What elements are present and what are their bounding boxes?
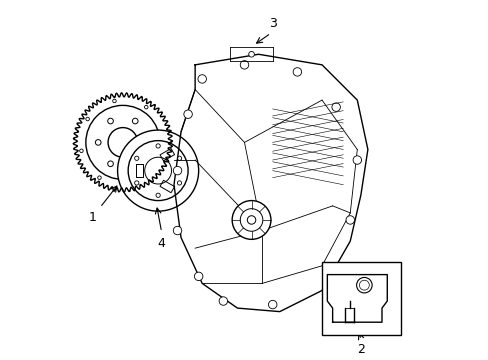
Bar	[322, 262, 401, 334]
Circle shape	[86, 105, 160, 179]
Circle shape	[134, 181, 139, 185]
Circle shape	[98, 176, 101, 179]
Circle shape	[268, 300, 276, 309]
Circle shape	[144, 157, 171, 184]
Circle shape	[194, 272, 203, 280]
Circle shape	[173, 166, 182, 175]
Circle shape	[292, 68, 301, 76]
Circle shape	[219, 297, 227, 305]
Circle shape	[198, 75, 206, 83]
Circle shape	[144, 140, 150, 145]
Circle shape	[86, 117, 89, 121]
Circle shape	[324, 272, 333, 280]
Circle shape	[108, 127, 138, 157]
Circle shape	[132, 161, 138, 167]
Circle shape	[162, 132, 166, 136]
Circle shape	[144, 105, 148, 109]
Circle shape	[359, 280, 368, 290]
Circle shape	[156, 193, 160, 197]
Circle shape	[95, 140, 101, 145]
Circle shape	[107, 161, 113, 167]
Circle shape	[240, 209, 262, 231]
Circle shape	[156, 144, 160, 148]
Circle shape	[183, 110, 192, 118]
Circle shape	[107, 118, 113, 124]
Text: 3: 3	[269, 17, 277, 30]
Circle shape	[129, 182, 133, 186]
Circle shape	[117, 130, 198, 211]
Text: 2: 2	[357, 343, 365, 356]
Circle shape	[134, 156, 139, 161]
Circle shape	[352, 156, 361, 164]
Circle shape	[156, 164, 160, 167]
Circle shape	[173, 226, 182, 235]
Circle shape	[248, 51, 254, 57]
Text: 4: 4	[158, 237, 165, 250]
Circle shape	[346, 216, 354, 224]
Circle shape	[112, 99, 116, 103]
Circle shape	[356, 278, 371, 293]
Circle shape	[80, 149, 83, 153]
Circle shape	[247, 216, 255, 224]
Circle shape	[331, 103, 340, 111]
Circle shape	[132, 118, 138, 124]
Circle shape	[128, 141, 188, 201]
Circle shape	[177, 156, 181, 161]
Text: 1: 1	[89, 211, 97, 224]
Circle shape	[149, 162, 166, 179]
Circle shape	[240, 60, 248, 69]
Circle shape	[177, 181, 181, 185]
Circle shape	[232, 201, 270, 239]
